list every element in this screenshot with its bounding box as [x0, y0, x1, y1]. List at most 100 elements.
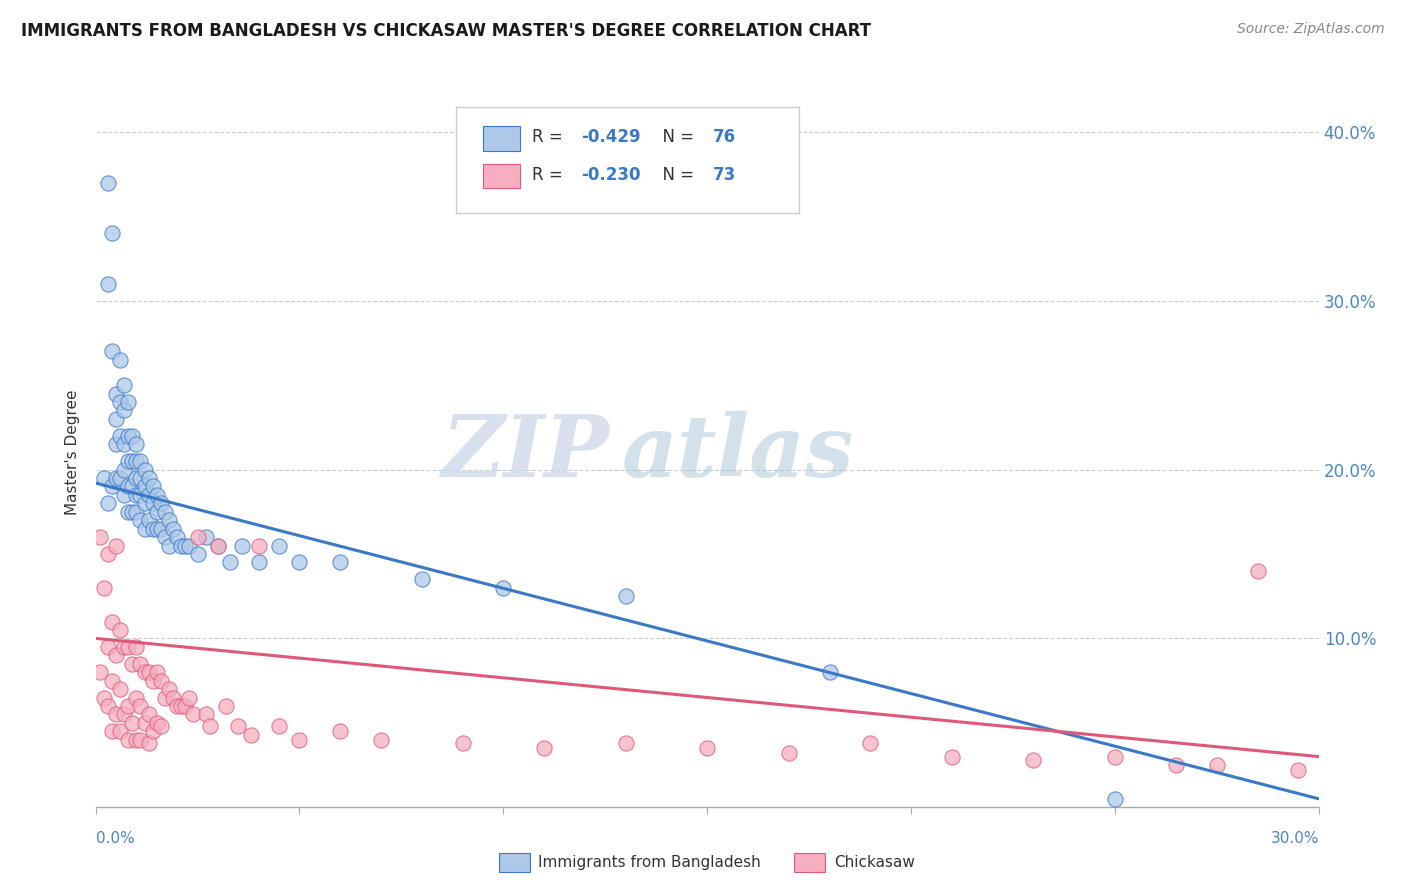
Point: [117, 429, 139, 443]
Point: [129, 657, 152, 671]
Text: -0.230: -0.230: [581, 167, 641, 185]
Point: [101, 615, 124, 629]
Point: [146, 715, 169, 730]
Point: [1288, 763, 1310, 777]
Point: [142, 479, 165, 493]
Point: [142, 724, 165, 739]
Text: N =: N =: [652, 167, 700, 185]
Point: [370, 732, 392, 747]
Point: [134, 462, 156, 476]
Point: [134, 496, 156, 510]
Text: R =: R =: [533, 167, 568, 185]
Point: [451, 736, 474, 750]
Point: [187, 530, 209, 544]
Y-axis label: Master's Degree: Master's Degree: [65, 390, 80, 516]
Text: -0.429: -0.429: [581, 128, 641, 146]
Point: [101, 226, 124, 240]
Point: [157, 539, 180, 553]
Point: [138, 707, 160, 722]
Point: [146, 505, 169, 519]
Point: [187, 547, 209, 561]
Point: [179, 539, 201, 553]
Point: [121, 505, 143, 519]
Point: [174, 539, 197, 553]
Point: [696, 741, 718, 756]
Point: [267, 719, 291, 733]
Text: Source: ZipAtlas.com: Source: ZipAtlas.com: [1237, 22, 1385, 37]
Point: [93, 471, 115, 485]
Point: [166, 698, 188, 713]
Point: [117, 505, 139, 519]
Point: [125, 454, 148, 468]
Text: Immigrants from Bangladesh: Immigrants from Bangladesh: [538, 855, 761, 870]
Point: [125, 488, 148, 502]
Point: [142, 496, 165, 510]
Point: [112, 462, 135, 476]
Point: [170, 698, 193, 713]
Point: [614, 736, 637, 750]
Point: [157, 513, 180, 527]
Point: [142, 522, 165, 536]
Point: [108, 395, 131, 409]
Point: [146, 522, 169, 536]
Point: [121, 454, 143, 468]
Point: [138, 736, 160, 750]
Point: [108, 471, 131, 485]
Point: [117, 395, 139, 409]
Point: [134, 479, 156, 493]
Point: [105, 707, 127, 722]
Point: [93, 690, 115, 705]
Text: N =: N =: [652, 128, 700, 146]
Point: [105, 539, 127, 553]
Point: [149, 673, 172, 688]
Point: [138, 513, 160, 527]
Text: ZIP: ZIP: [441, 411, 609, 494]
Point: [101, 673, 124, 688]
Point: [288, 556, 311, 570]
Point: [162, 690, 184, 705]
Point: [97, 496, 120, 510]
Text: IMMIGRANTS FROM BANGLADESH VS CHICKASAW MASTER'S DEGREE CORRELATION CHART: IMMIGRANTS FROM BANGLADESH VS CHICKASAW …: [21, 22, 872, 40]
FancyBboxPatch shape: [484, 164, 520, 188]
Point: [89, 530, 111, 544]
Point: [1104, 792, 1126, 806]
Point: [219, 556, 242, 570]
Point: [121, 657, 143, 671]
Point: [129, 732, 152, 747]
Point: [207, 539, 229, 553]
Point: [941, 749, 963, 764]
Point: [157, 681, 180, 696]
Text: 30.0%: 30.0%: [1271, 831, 1319, 846]
Point: [134, 665, 156, 680]
Point: [818, 665, 841, 680]
Point: [239, 728, 262, 742]
Point: [108, 352, 131, 367]
Point: [247, 539, 270, 553]
Point: [329, 724, 352, 739]
Text: R =: R =: [533, 128, 568, 146]
Point: [117, 454, 139, 468]
Point: [129, 698, 152, 713]
Point: [97, 640, 120, 654]
Point: [207, 539, 229, 553]
FancyBboxPatch shape: [457, 107, 799, 213]
Point: [329, 556, 352, 570]
Point: [149, 522, 172, 536]
Point: [112, 488, 135, 502]
Point: [134, 522, 156, 536]
Point: [146, 665, 169, 680]
Text: atlas: atlas: [621, 411, 853, 494]
Point: [146, 488, 169, 502]
Point: [1022, 753, 1045, 767]
Point: [153, 530, 176, 544]
Point: [117, 698, 139, 713]
Point: [105, 386, 127, 401]
Point: [138, 665, 160, 680]
Point: [105, 437, 127, 451]
Point: [121, 479, 143, 493]
Point: [125, 505, 148, 519]
Point: [614, 589, 637, 603]
Point: [153, 505, 176, 519]
Point: [105, 471, 127, 485]
Point: [288, 732, 311, 747]
